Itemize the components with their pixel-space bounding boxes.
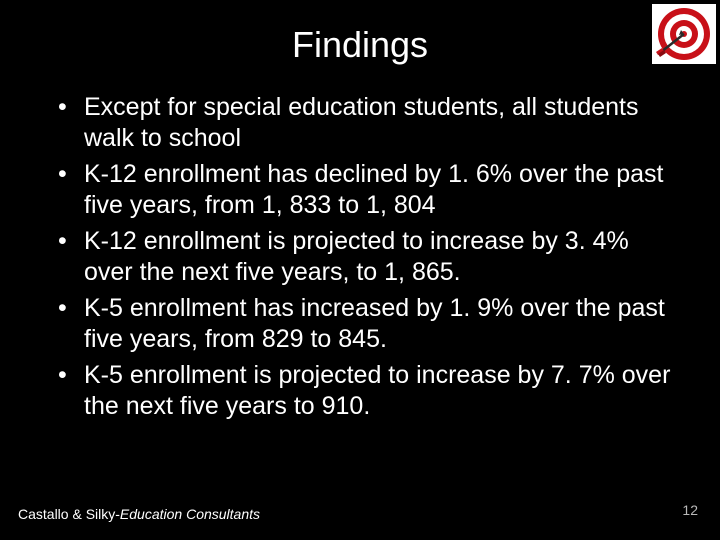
target-icon xyxy=(652,4,716,64)
list-item: K-5 enrollment is projected to increase … xyxy=(64,360,684,421)
list-item: Except for special education students, a… xyxy=(64,92,684,153)
slide-title: Findings xyxy=(36,24,684,66)
list-item: K-12 enrollment has declined by 1. 6% ov… xyxy=(64,159,684,220)
list-item: K-12 enrollment is projected to increase… xyxy=(64,226,684,287)
bullet-list: Except for special education students, a… xyxy=(36,92,684,421)
page-number: 12 xyxy=(682,502,698,518)
footer-credit-italic: Education Consultants xyxy=(120,506,260,522)
footer-credit-plain: Castallo & Silky- xyxy=(18,506,120,522)
list-item: K-5 enrollment has increased by 1. 9% ov… xyxy=(64,293,684,354)
slide: Findings Except for special education st… xyxy=(0,0,720,540)
footer-credit: Castallo & Silky-Education Consultants xyxy=(18,506,260,522)
